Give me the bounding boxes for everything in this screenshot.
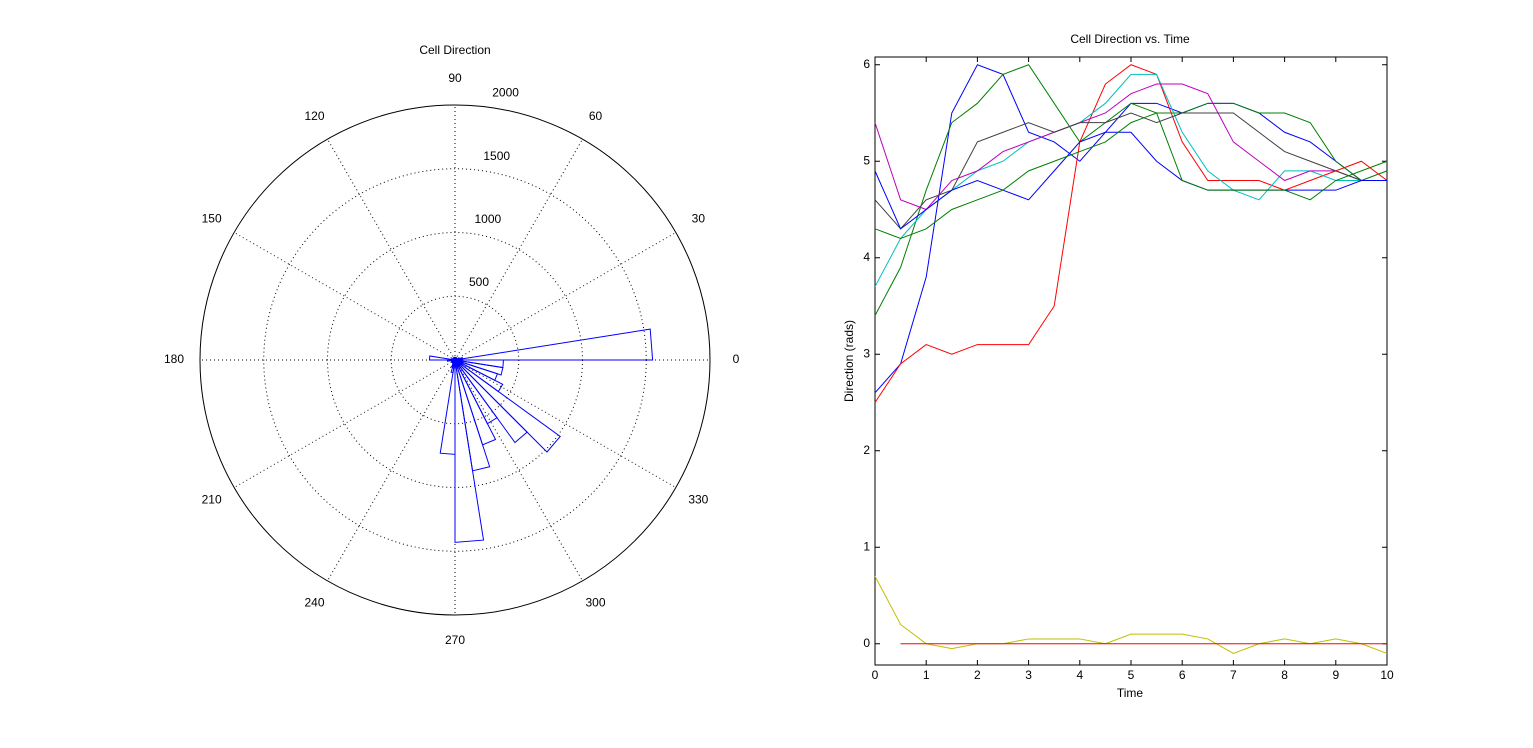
series-line <box>874 73 1387 287</box>
theta-tick-label: 300 <box>585 596 605 610</box>
x-tick-label: 2 <box>974 668 981 682</box>
x-axis-label: Time <box>1117 686 1144 700</box>
theta-tick-label: 150 <box>202 212 222 226</box>
series-line <box>874 112 1388 239</box>
rose-wedge <box>454 328 654 361</box>
rose-wedge <box>454 359 498 425</box>
y-tick-label: 4 <box>863 250 870 264</box>
spoke <box>327 359 456 582</box>
theta-tick-label: 330 <box>688 493 708 507</box>
rose-title: Cell Direction <box>419 43 490 57</box>
theta-tick-label: 90 <box>448 71 462 85</box>
theta-tick-label: 240 <box>304 596 324 610</box>
spoke <box>454 138 583 361</box>
y-tick-label: 0 <box>863 636 870 650</box>
theta-tick-label: 0 <box>733 352 740 366</box>
spoke <box>454 232 677 361</box>
line-title: Cell Direction vs. Time <box>1070 32 1190 46</box>
series-line <box>874 112 1387 230</box>
series-line <box>874 64 1388 403</box>
theta-tick-label: 180 <box>164 352 184 366</box>
series-line <box>874 131 1387 230</box>
spoke <box>233 232 456 361</box>
x-tick-label: 4 <box>1076 668 1083 682</box>
x-tick-label: 1 <box>923 668 930 682</box>
rose-wedge <box>454 359 561 453</box>
y-tick-label: 1 <box>863 539 870 553</box>
spoke <box>327 138 456 361</box>
y-tick-label: 6 <box>863 57 870 71</box>
theta-tick-label: 210 <box>202 493 222 507</box>
series-line <box>874 83 1387 211</box>
r-tick-label: 1500 <box>483 149 510 163</box>
y-tick-label: 3 <box>863 346 870 360</box>
series-line <box>874 575 1388 654</box>
r-grid-circle <box>199 104 711 616</box>
x-tick-label: 5 <box>1128 668 1135 682</box>
r-tick-label: 1000 <box>475 212 502 226</box>
rose-wedge <box>454 359 504 393</box>
y-tick-label: 5 <box>863 153 870 167</box>
x-tick-label: 10 <box>1380 668 1394 682</box>
axes-box <box>874 56 1388 666</box>
x-tick-label: 3 <box>1025 668 1032 682</box>
y-tick-label: 2 <box>863 443 870 457</box>
x-tick-label: 9 <box>1332 668 1339 682</box>
theta-tick-label: 270 <box>445 633 465 647</box>
rose-wedge <box>439 359 456 455</box>
theta-tick-label: 30 <box>692 212 706 226</box>
spoke <box>454 359 583 582</box>
theta-tick-label: 60 <box>589 109 603 123</box>
series-line <box>874 64 1388 316</box>
x-tick-label: 7 <box>1230 668 1237 682</box>
spoke <box>233 359 456 488</box>
x-tick-label: 0 <box>872 668 879 682</box>
y-axis-label: Direction (rads) <box>842 320 856 402</box>
r-tick-label: 2000 <box>492 86 519 100</box>
rose-wedge <box>428 355 456 361</box>
x-tick-label: 6 <box>1179 668 1186 682</box>
spoke <box>454 359 677 488</box>
theta-tick-label: 120 <box>304 109 324 123</box>
rose-wedge <box>454 359 504 369</box>
x-tick-label: 8 <box>1281 668 1288 682</box>
r-tick-label: 500 <box>469 275 489 289</box>
